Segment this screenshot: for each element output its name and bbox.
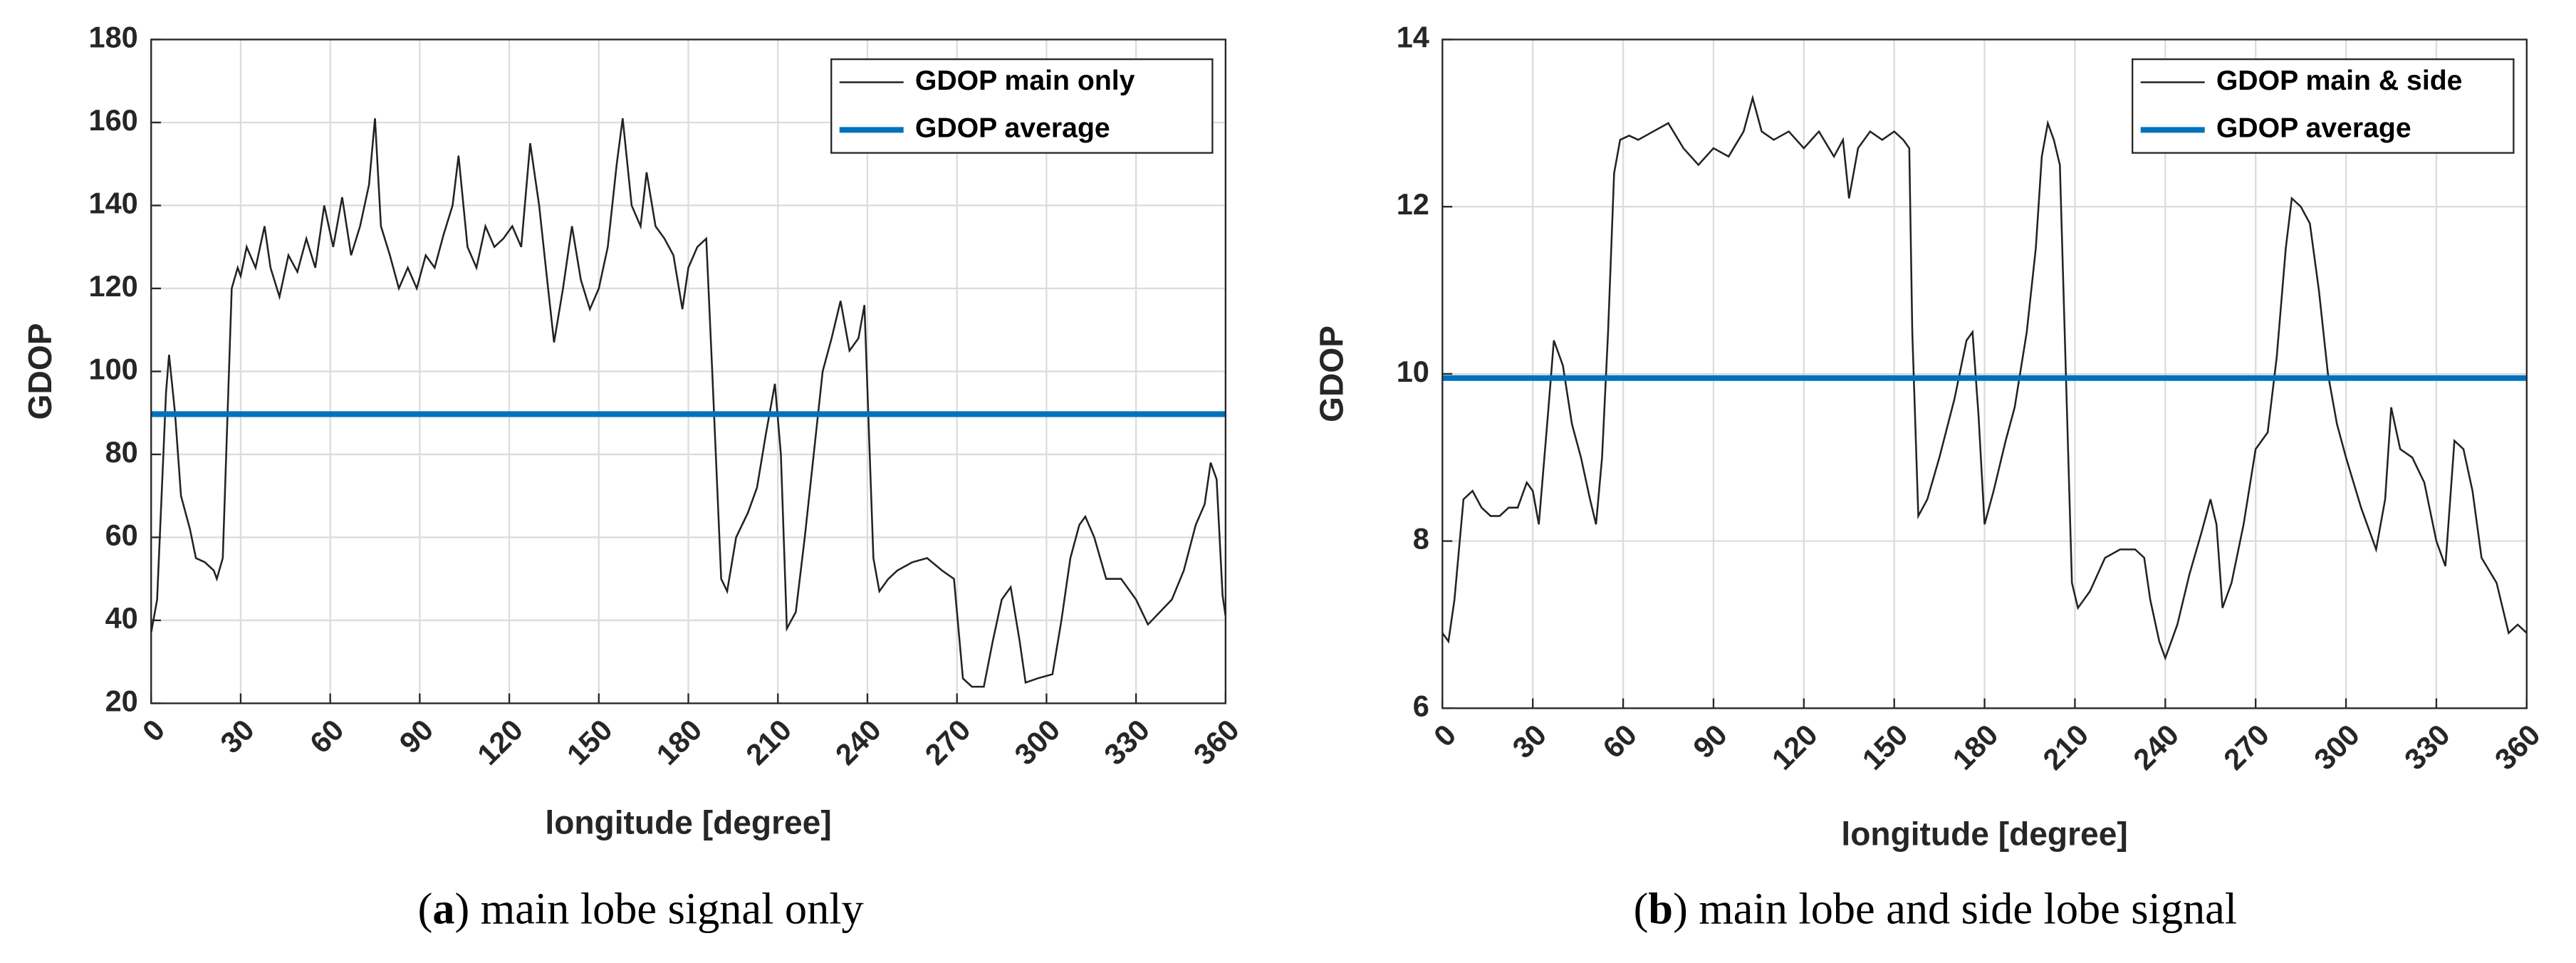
x-tick-label: 300 xyxy=(2308,718,2366,776)
series-line xyxy=(1441,94,2528,661)
legend-box xyxy=(2132,58,2515,154)
x-tick-label: 330 xyxy=(2398,718,2456,776)
x-tick-label: 180 xyxy=(650,713,708,771)
y-tick-label: 180 xyxy=(88,20,137,53)
x-tick-label: 240 xyxy=(2127,718,2185,776)
y-tick-label: 14 xyxy=(1397,20,1429,53)
x-tick-label: 30 xyxy=(1506,718,1553,765)
x-tick-label: 210 xyxy=(739,713,798,771)
chart: 20 40 60 80 100 120 140 160 180 0 30 60 90 120 150 180 2… xyxy=(21,20,1246,934)
caption-part: ( xyxy=(418,885,433,934)
legend-label: GDOP main only xyxy=(915,66,1135,96)
y-tick-label: 160 xyxy=(88,103,137,137)
caption: (b) main lobe and side lobe signal xyxy=(1634,885,2237,934)
y-tick-label: 8 xyxy=(1413,522,1429,556)
x-tick-label: 360 xyxy=(1187,713,1246,771)
axes-box xyxy=(1441,38,2528,709)
x-tick-label: 60 xyxy=(303,713,350,760)
caption-part: ) main lobe and side lobe signal xyxy=(1673,885,2237,934)
caption-part: a xyxy=(432,885,454,934)
x-tick-label: 0 xyxy=(136,713,172,749)
x-tick-label: 30 xyxy=(214,713,261,760)
x-axis-label: longitude [degree] xyxy=(1841,815,2127,852)
legend-box xyxy=(830,58,1214,154)
axes-box xyxy=(150,38,1226,704)
y-tick-label: 40 xyxy=(105,601,138,635)
x-tick-label: 90 xyxy=(1686,718,1733,765)
x-tick-label: 360 xyxy=(2488,718,2547,776)
x-axis-label: longitude [degree] xyxy=(545,803,831,840)
x-tick-label: 0 xyxy=(1427,718,1463,754)
x-tick-label: 120 xyxy=(1766,718,1824,776)
x-tick-label: 270 xyxy=(2217,718,2275,776)
y-tick-label: 12 xyxy=(1397,187,1429,221)
y-tick-label: 6 xyxy=(1413,689,1429,722)
x-tick-label: 120 xyxy=(471,713,529,771)
y-tick-label: 10 xyxy=(1397,355,1429,388)
y-axis-label: GDOP xyxy=(1313,326,1350,422)
caption-part: ( xyxy=(1634,885,1649,934)
y-tick-label: 100 xyxy=(88,352,137,385)
x-tick-label: 150 xyxy=(1855,718,1914,776)
x-tick-label: 240 xyxy=(829,713,887,771)
caption: (a) main lobe signal only xyxy=(418,885,864,934)
caption-part: ) main lobe signal only xyxy=(455,885,864,934)
y-tick-label: 80 xyxy=(105,435,138,469)
chart: 6 8 10 12 14 0 30 60 90 120 150 180 210 240 270 300 330 3… xyxy=(1313,20,2546,934)
y-tick-label: 20 xyxy=(105,684,138,717)
x-tick-label: 300 xyxy=(1008,713,1066,771)
x-tick-label: 180 xyxy=(1946,718,2004,776)
x-tick-label: 330 xyxy=(1097,713,1156,771)
series-line xyxy=(150,118,1227,688)
y-tick-label: 140 xyxy=(88,186,137,219)
y-axis-label: GDOP xyxy=(21,323,58,420)
x-tick-label: 150 xyxy=(560,713,619,771)
y-tick-label: 60 xyxy=(105,518,138,551)
caption-part: b xyxy=(1648,885,1673,934)
x-tick-label: 60 xyxy=(1596,718,1643,765)
x-tick-label: 210 xyxy=(2036,718,2095,776)
x-tick-label: 270 xyxy=(918,713,976,771)
legend-label: GDOP average xyxy=(2216,113,2411,144)
y-tick-label: 120 xyxy=(88,269,137,303)
x-tick-label: 90 xyxy=(392,713,439,760)
legend-label: GDOP main & side xyxy=(2216,66,2463,96)
legend-label: GDOP average xyxy=(915,113,1110,144)
